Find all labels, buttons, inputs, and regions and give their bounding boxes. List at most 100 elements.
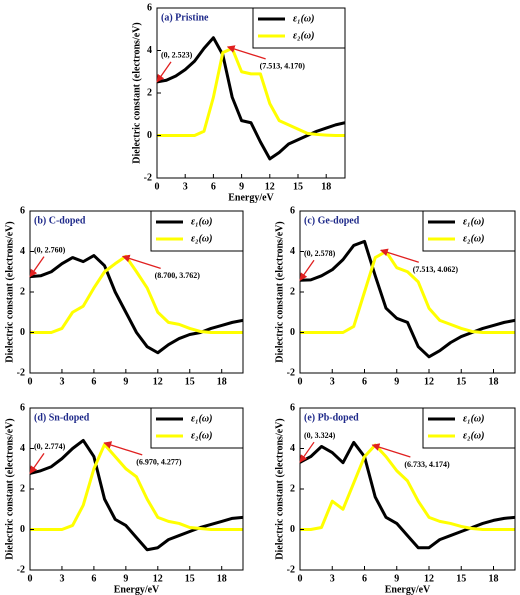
- legend-label: ε₁(ω): [463, 216, 484, 227]
- y-tick-label: 4: [20, 246, 25, 257]
- x-tick-label: 3: [59, 376, 64, 387]
- x-tick-label: 18: [489, 573, 499, 584]
- y-tick-label: 4: [20, 443, 25, 454]
- annotation-arrow: [156, 61, 172, 83]
- legend-label: ε₂(ω): [463, 430, 484, 441]
- series-line: [300, 250, 515, 334]
- x-tick-label: 6: [211, 181, 216, 192]
- annotation-text: (0, 2.523): [161, 51, 193, 60]
- x-tick-label: 3: [59, 573, 64, 584]
- x-tick-label: 0: [155, 181, 160, 192]
- x-tick-label: 9: [394, 573, 399, 584]
- panel-title: (b) C-doped: [34, 215, 86, 226]
- panel-title: (a) Pristine: [161, 12, 209, 23]
- annotation-text: (0, 2.578): [304, 249, 336, 258]
- annotation-text: (0, 3.324): [304, 431, 336, 440]
- y-tick-label: -2: [287, 564, 295, 575]
- y-tick-label: 4: [147, 45, 152, 56]
- x-tick-label: 18: [217, 376, 227, 387]
- y-tick-label: 2: [147, 87, 152, 98]
- legend-label: ε₂(ω): [463, 233, 484, 244]
- x-tick-label: 12: [265, 181, 275, 192]
- legend-label: ε₁(ω): [293, 13, 314, 24]
- annotation-text: (6.733, 4.174): [404, 460, 450, 469]
- x-tick-label: 3: [330, 573, 335, 584]
- y-tick-label: 0: [147, 130, 152, 141]
- legend-label: ε₂(ω): [191, 430, 212, 441]
- annotation-arrow: [371, 443, 411, 458]
- y-tick-label: -2: [144, 172, 152, 183]
- x-tick-label: 12: [153, 573, 163, 584]
- y-tick-label: 6: [20, 205, 25, 216]
- series-line: [157, 46, 345, 137]
- y-tick-label: 4: [290, 443, 295, 454]
- y-tick-label: 6: [20, 402, 25, 413]
- legend-label: ε₁(ω): [463, 413, 484, 424]
- legend-box: [422, 407, 516, 449]
- x-tick-label: 0: [28, 376, 33, 387]
- y-tick-label: 2: [20, 286, 25, 297]
- legend-label: ε₂(ω): [293, 30, 314, 41]
- y-tick-label: 2: [290, 286, 295, 297]
- x-tick-label: 12: [424, 376, 434, 387]
- series-line: [300, 443, 515, 531]
- legend-box: [422, 210, 516, 252]
- y-axis-label: Dielectric constant (electrons/eV): [274, 418, 285, 559]
- y-tick-label: 6: [147, 2, 152, 13]
- x-tick-label: 0: [298, 573, 303, 584]
- series-line: [30, 254, 243, 355]
- y-tick-label: 2: [20, 483, 25, 494]
- series-line: [300, 440, 515, 550]
- x-tick-label: 15: [185, 376, 195, 387]
- x-tick-label: 18: [217, 573, 227, 584]
- series-line: [300, 239, 515, 359]
- x-axis-label: Energy/eV: [385, 584, 431, 595]
- annotation-arrow: [29, 452, 45, 474]
- legend-box: [252, 7, 346, 49]
- y-tick-label: -2: [17, 564, 25, 575]
- y-tick-label: 2: [290, 483, 295, 494]
- x-tick-label: 15: [185, 573, 195, 584]
- series-line: [30, 438, 243, 552]
- x-tick-label: 15: [456, 376, 466, 387]
- annotation-text: (7.513, 4.170): [260, 62, 306, 71]
- x-tick-label: 3: [183, 181, 188, 192]
- y-tick-label: -2: [17, 367, 25, 378]
- y-tick-label: 6: [290, 205, 295, 216]
- y-tick-label: -2: [287, 367, 295, 378]
- annotation-text: (8.700, 3.762): [155, 271, 201, 280]
- y-axis-label: Dielectric constant (electrons/eV): [4, 418, 15, 559]
- y-axis-label: Dielectric constant (electrons/eV): [4, 221, 15, 362]
- x-tick-label: 18: [489, 376, 499, 387]
- panel-title: (e) Pb-doped: [304, 412, 359, 423]
- x-axis-label: Energy/eV: [114, 584, 160, 595]
- panel-title: (d) Sn-doped: [34, 412, 90, 423]
- y-tick-label: 0: [290, 524, 295, 535]
- x-tick-label: 0: [298, 376, 303, 387]
- x-tick-label: 9: [123, 573, 128, 584]
- legend-label: ε₁(ω): [191, 216, 212, 227]
- annotation-arrow: [103, 441, 143, 456]
- annotation-arrow: [299, 259, 315, 281]
- annotation-arrow: [121, 254, 161, 269]
- annotation-text: (6.970, 4.277): [136, 458, 182, 467]
- series-line: [30, 254, 243, 334]
- y-tick-label: 0: [290, 327, 295, 338]
- annotation-text: (0, 2.774): [34, 442, 66, 451]
- y-tick-label: 0: [20, 327, 25, 338]
- annotation-arrow: [299, 441, 315, 463]
- legend-label: ε₂(ω): [191, 233, 212, 244]
- y-axis-label: Dielectric constant (electrons/eV): [131, 22, 142, 163]
- annotation-arrow: [29, 256, 45, 278]
- annotation-text: (7.513, 4.062): [413, 265, 459, 274]
- x-tick-label: 15: [456, 573, 466, 584]
- y-tick-label: 6: [290, 402, 295, 413]
- x-tick-label: 6: [91, 376, 96, 387]
- series-line: [30, 442, 243, 531]
- x-tick-label: 12: [424, 573, 434, 584]
- x-tick-label: 3: [330, 376, 335, 387]
- annotation-arrow: [226, 45, 266, 60]
- x-tick-label: 9: [394, 376, 399, 387]
- y-tick-label: 0: [20, 524, 25, 535]
